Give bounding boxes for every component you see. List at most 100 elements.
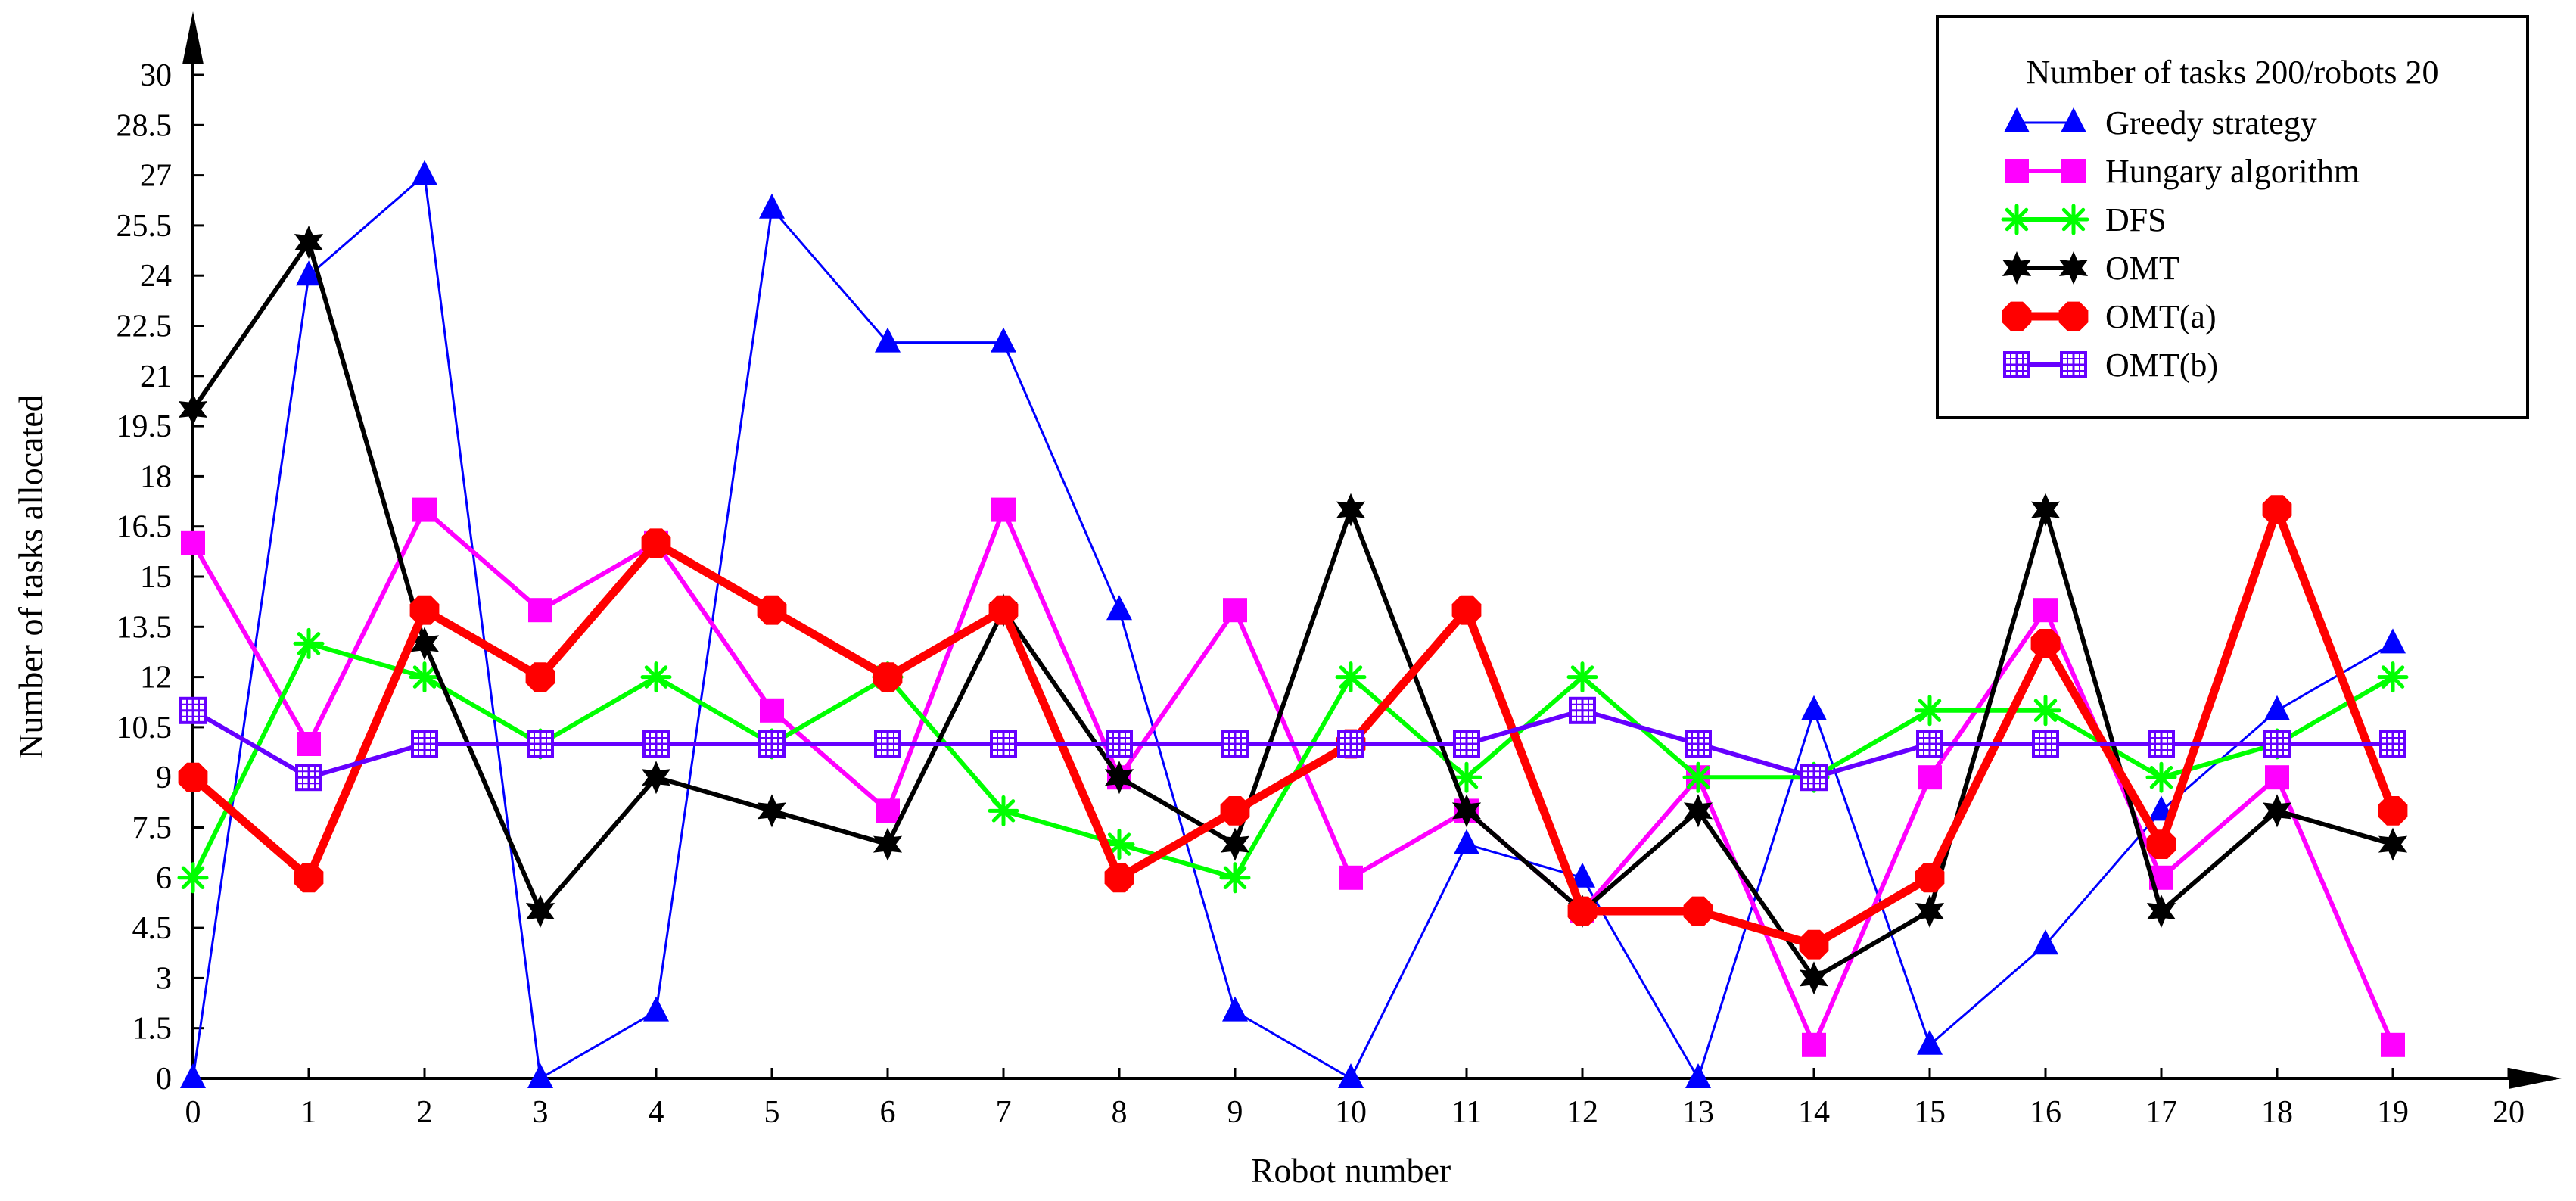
- y-tick-label: 4.5: [132, 911, 173, 946]
- y-axis-arrow: [182, 11, 204, 64]
- legend-title: Number of tasks 200/robots 20: [2026, 54, 2438, 91]
- data-point: [1338, 1063, 1364, 1088]
- x-tick-label: 1: [301, 1095, 317, 1130]
- y-tick-label: 18: [140, 459, 172, 494]
- data-point: [757, 794, 787, 828]
- x-tick-label: 10: [1335, 1095, 1367, 1130]
- y-tick-label: 19.5: [117, 409, 173, 444]
- legend-label: OMT(a): [2105, 298, 2217, 335]
- data-point: [2378, 827, 2408, 861]
- x-tick-label: 6: [880, 1095, 896, 1130]
- data-point: [528, 598, 552, 623]
- y-tick-label: 27: [140, 159, 172, 194]
- data-point: [1569, 696, 1596, 724]
- data-point: [2264, 695, 2290, 720]
- y-tick-label: 0: [156, 1062, 172, 1097]
- legend-marker: [2002, 251, 2032, 285]
- data-point: [1917, 1029, 1943, 1055]
- legend-marker: [2005, 159, 2029, 183]
- data-point: [1918, 765, 1942, 790]
- data-point: [1223, 598, 1247, 623]
- data-point: [875, 327, 901, 353]
- legend-label: Hungary algorithm: [2105, 153, 2360, 190]
- y-tick-label: 1.5: [132, 1012, 173, 1047]
- data-point: [1567, 896, 1598, 926]
- data-point: [759, 193, 785, 219]
- x-tick-label: 5: [764, 1095, 780, 1130]
- legend-item-hungary-algorithm: Hungary algorithm: [2005, 153, 2360, 190]
- data-point: [1451, 761, 1482, 793]
- data-point: [874, 730, 901, 758]
- data-point: [1221, 730, 1249, 758]
- data-point: [2377, 661, 2409, 693]
- x-tick-label: 7: [996, 1095, 1012, 1130]
- data-point: [1222, 996, 1248, 1022]
- legend-marker: [2004, 107, 2030, 132]
- legend-marker: [2003, 351, 2030, 378]
- data-point: [2030, 695, 2061, 727]
- y-tick-label: 22.5: [117, 310, 173, 344]
- x-tick-label: 2: [417, 1095, 433, 1130]
- series-line: [190, 506, 2397, 949]
- data-point: [1451, 794, 1482, 828]
- x-tick-label: 9: [1227, 1095, 1243, 1130]
- legend-item-greedy-strategy: Greedy strategy: [2004, 104, 2317, 142]
- data-point: [758, 730, 786, 758]
- legend-item-dfs: DFS: [2001, 201, 2167, 238]
- data-point: [641, 528, 671, 558]
- data-point: [757, 595, 787, 625]
- legend-label: OMT: [2105, 250, 2179, 287]
- data-point: [2148, 730, 2175, 758]
- data-point: [1219, 862, 1251, 894]
- data-point: [2262, 794, 2292, 828]
- data-point: [1106, 730, 1133, 758]
- data-point: [1454, 829, 1479, 854]
- x-tick-label: 13: [1682, 1095, 1714, 1130]
- x-tick-label: 19: [2377, 1095, 2409, 1130]
- y-tick-label: 21: [140, 359, 172, 394]
- data-point: [2265, 765, 2289, 790]
- y-tick-label: 3: [156, 961, 172, 996]
- y-tick-label: 30: [140, 58, 172, 93]
- data-point: [2145, 761, 2177, 793]
- data-point: [2146, 829, 2176, 859]
- legend-marker: [2001, 204, 2033, 235]
- x-tick-label: 8: [1112, 1095, 1128, 1130]
- data-point: [1685, 730, 1712, 758]
- data-point: [1335, 661, 1367, 693]
- series-line: [191, 174, 2394, 1080]
- x-tick-label: 12: [1566, 1095, 1598, 1130]
- series-line: [191, 240, 2394, 981]
- legend: Number of tasks 200/robots 20 Greedy stra…: [1936, 15, 2529, 419]
- legend-marker: [2058, 251, 2089, 285]
- data-point: [1683, 794, 1713, 828]
- data-point: [988, 795, 1019, 826]
- data-point: [178, 393, 208, 426]
- data-point: [873, 827, 903, 861]
- data-point: [1916, 730, 1943, 758]
- data-point: [181, 530, 205, 555]
- data-point: [525, 662, 555, 692]
- data-point: [297, 732, 321, 756]
- legend-marker: [2061, 159, 2086, 183]
- data-point: [2262, 495, 2292, 524]
- legend-marker: [2002, 301, 2032, 331]
- data-point: [1682, 761, 1714, 793]
- data-point: [1336, 493, 1366, 527]
- data-point: [177, 862, 209, 894]
- data-point: [1800, 764, 1828, 792]
- legend-item-omt-a: OMT(a): [2002, 298, 2217, 335]
- series-omt-a: [178, 495, 2408, 960]
- data-point: [641, 761, 671, 795]
- data-point: [1104, 761, 1134, 795]
- y-axis-title: Number of tasks allocated: [11, 394, 50, 759]
- data-point: [991, 497, 1016, 522]
- data-point: [1683, 896, 1713, 926]
- data-point: [293, 627, 325, 659]
- data-point: [1566, 661, 1598, 693]
- data-point: [2379, 730, 2406, 758]
- data-point: [2381, 1032, 2405, 1057]
- y-tick-label: 9: [156, 761, 172, 795]
- y-tick-label: 12: [140, 661, 172, 695]
